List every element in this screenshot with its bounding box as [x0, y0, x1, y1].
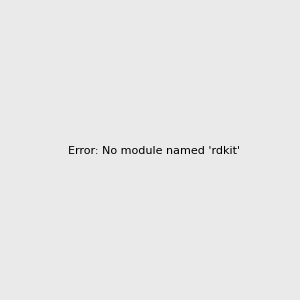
Text: Error: No module named 'rdkit': Error: No module named 'rdkit' — [68, 146, 240, 157]
